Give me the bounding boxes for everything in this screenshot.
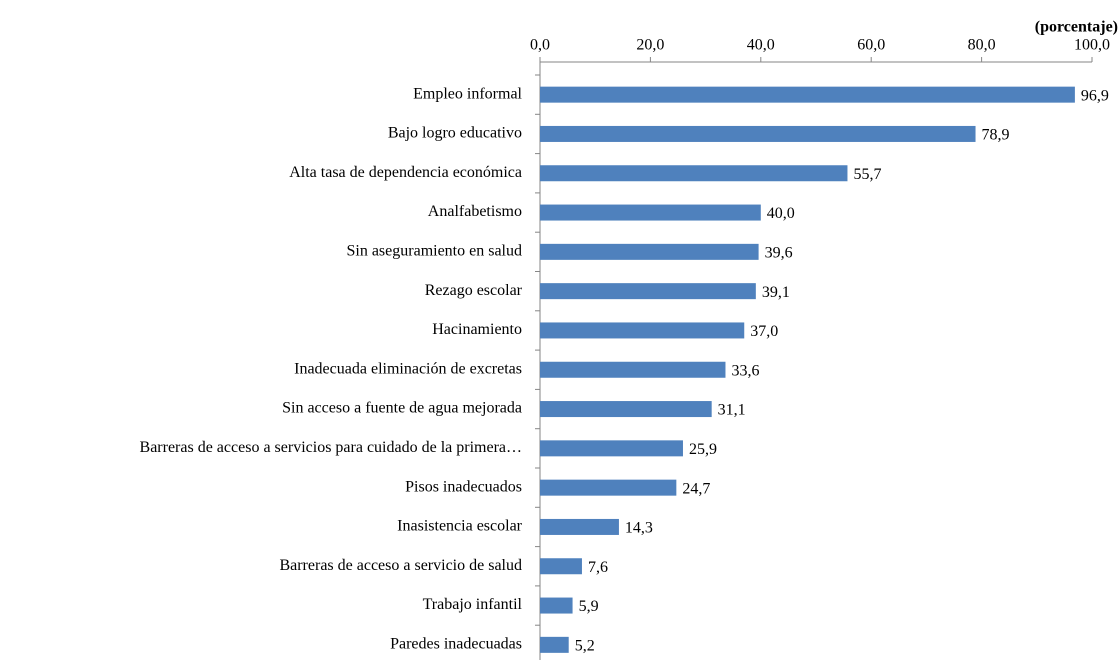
y-tick-label: Trabajo infantil (423, 596, 523, 613)
y-tick-label: Sin aseguramiento en salud (346, 243, 522, 260)
x-tick-label: 80,0 (968, 37, 996, 54)
y-tick-label: Sin acceso a fuente de agua mejorada (282, 400, 522, 417)
data-label: 24,7 (682, 480, 710, 497)
bar (540, 165, 848, 182)
data-label: 55,7 (853, 166, 881, 183)
y-tick-label: Paredes inadecuadas (390, 636, 522, 653)
y-tick-label: Inadecuada eliminación de excretas (294, 360, 522, 377)
y-tick-label: Barreras de acceso a servicios para cuid… (140, 439, 522, 456)
bar (540, 243, 759, 260)
y-tick-label: Inasistencia escolar (397, 518, 523, 535)
data-label: 33,6 (731, 362, 759, 379)
bar (540, 283, 756, 300)
data-label: 78,9 (982, 127, 1010, 144)
data-label: 37,0 (750, 323, 778, 340)
data-label: 5,9 (579, 598, 599, 615)
y-tick-label: Alta tasa de dependencia económica (289, 164, 522, 181)
y-tick-label: Barreras de acceso a servicio de salud (279, 557, 522, 574)
bar (540, 479, 677, 496)
y-tick-label: Pisos inadecuados (405, 478, 522, 495)
bar (540, 597, 573, 614)
y-tick-label: Empleo informal (413, 85, 522, 102)
bar (540, 204, 761, 221)
data-label: 40,0 (767, 205, 795, 222)
x-tick-label: 20,0 (636, 37, 664, 54)
data-label: 39,1 (762, 284, 790, 301)
bar (540, 636, 569, 653)
bar (540, 125, 976, 142)
bar (540, 86, 1075, 103)
y-tick-label: Hacinamiento (432, 321, 522, 338)
x-tick-label: 100,0 (1074, 37, 1110, 54)
bar (540, 322, 745, 339)
axis-unit-label: (porcentaje) (1035, 19, 1118, 36)
y-tick-label: Analfabetismo (428, 203, 522, 220)
y-tick-label: Rezago escolar (425, 282, 523, 299)
bar (540, 558, 582, 575)
x-tick-label: 0,0 (530, 37, 550, 54)
x-tick-label: 60,0 (857, 37, 885, 54)
data-label: 31,1 (718, 402, 746, 419)
bar (540, 440, 683, 457)
bar (540, 518, 619, 535)
data-label: 5,2 (575, 638, 595, 655)
x-tick-label: 40,0 (747, 37, 775, 54)
data-label: 14,3 (625, 520, 653, 537)
data-label: 39,6 (765, 245, 793, 262)
bar (540, 361, 726, 378)
data-label: 25,9 (689, 441, 717, 458)
y-tick-label: Bajo logro educativo (388, 125, 522, 142)
data-label: 96,9 (1081, 87, 1109, 104)
data-label: 7,6 (588, 559, 608, 576)
bar (540, 401, 712, 418)
